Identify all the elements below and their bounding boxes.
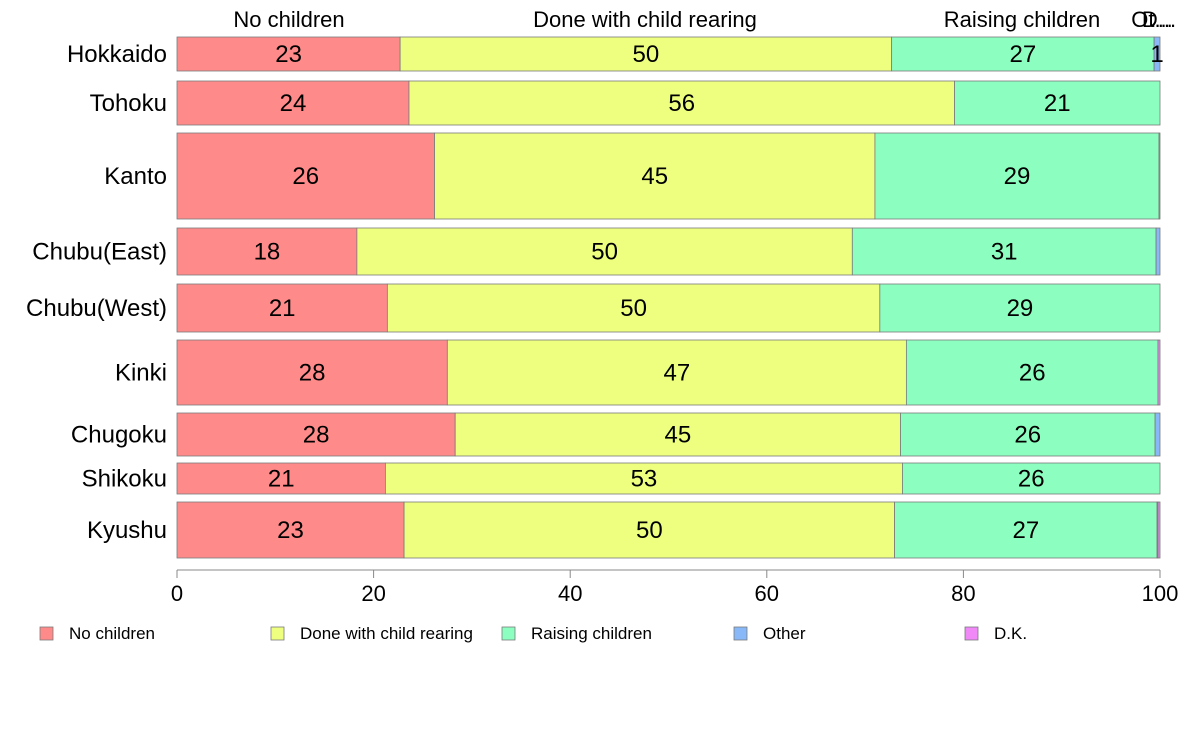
- data-label-chugoku-no-children: 28: [303, 422, 330, 449]
- legend-label-done-with-child-rearing: Done with child rearing: [300, 624, 473, 643]
- legend-swatch-other: [733, 626, 748, 641]
- category-label-kyushu: Kyushu: [87, 517, 167, 544]
- bar-chubu-west-raising-children: [879, 283, 1161, 333]
- bar-chugoku-no-children: [176, 412, 456, 457]
- data-label-kinki-no-children: 28: [299, 360, 326, 387]
- legend-swatch-d-k: [964, 626, 979, 641]
- bar-hokkaido-other: [1153, 36, 1161, 72]
- bar-shikoku-done-with-child-rearing: [384, 462, 903, 495]
- data-label-hokkaido-other: 1: [1150, 41, 1163, 68]
- bars-group: 23 50 27 1 24 56 21 26 45 29 18 50 31 21 50 29 28 47 26 28 4…: [176, 36, 1164, 559]
- data-label-kyushu-no-children: 23: [277, 517, 304, 544]
- data-label-shikoku-done-with-child-rearing: 53: [631, 466, 658, 493]
- bar-kinki-no-children: [176, 339, 448, 406]
- bar-hokkaido-raising-children: [891, 36, 1155, 72]
- data-label-chubu-east-no-children: 18: [254, 239, 281, 266]
- bar-kinki-d-k: [1157, 339, 1161, 406]
- bar-kyushu-raising-children: [894, 501, 1158, 559]
- bar-kyushu-d-k: [1157, 501, 1161, 559]
- category-label-chubu-west: Chubu(West): [26, 295, 167, 322]
- x-tick-label-60: 60: [755, 581, 779, 606]
- data-label-chubu-west-no-children: 21: [269, 295, 296, 322]
- top-label-2: Raising children: [944, 7, 1101, 32]
- data-label-chubu-west-raising-children: 29: [1007, 295, 1034, 322]
- x-axis: 0 20 40 60 80 100: [171, 569, 1179, 606]
- data-label-kanto-done-with-child-rearing: 45: [641, 163, 668, 190]
- data-label-chugoku-raising-children: 26: [1014, 422, 1041, 449]
- data-label-kanto-raising-children: 29: [1004, 163, 1031, 190]
- data-label-chubu-west-done-with-child-rearing: 50: [620, 295, 647, 322]
- x-tick-label-40: 40: [558, 581, 582, 606]
- bar-tohoku-done-with-child-rearing: [408, 80, 955, 126]
- bar-kyushu-done-with-child-rearing: [403, 501, 895, 559]
- bar-hokkaido-no-children: [176, 36, 401, 72]
- bar-kinki-done-with-child-rearing: [446, 339, 907, 406]
- category-label-chugoku: Chugoku: [71, 422, 167, 449]
- bar-hokkaido-done-with-child-rearing: [399, 36, 893, 72]
- legend-label-no-children: No children: [69, 624, 155, 643]
- data-label-hokkaido-no-children: 23: [275, 41, 302, 68]
- data-label-kyushu-raising-children: 27: [1012, 517, 1039, 544]
- x-tick-label-20: 20: [361, 581, 385, 606]
- legend-swatch-no-children: [39, 626, 54, 641]
- bar-kanto-other: [1158, 132, 1161, 220]
- category-label-shikoku: Shikoku: [82, 466, 167, 493]
- data-label-kinki-done-with-child-rearing: 47: [664, 360, 691, 387]
- data-label-tohoku-done-with-child-rearing: 56: [668, 90, 695, 117]
- bar-kyushu-no-children: [176, 501, 405, 559]
- bar-chubu-west-done-with-child-rearing: [386, 283, 881, 333]
- category-labels: Hokkaido Tohoku Kanto Chubu(East) Chubu(West…: [26, 41, 167, 544]
- data-label-chubu-east-done-with-child-rearing: 50: [591, 239, 618, 266]
- bar-shikoku-no-children: [176, 462, 386, 495]
- legend-label-raising-children: Raising children: [531, 624, 652, 643]
- bar-chubu-east-raising-children: [851, 227, 1157, 276]
- data-label-tohoku-no-children: 24: [280, 90, 307, 117]
- top-label-3: Ot...: [1131, 7, 1173, 32]
- data-label-chugoku-done-with-child-rearing: 45: [664, 422, 691, 449]
- category-label-hokkaido: Hokkaido: [67, 41, 167, 68]
- data-label-kanto-no-children: 26: [292, 163, 319, 190]
- segment-header-labels: No children Done with child rearing Raisin…: [233, 7, 1176, 32]
- legend-swatch-raising-children: [501, 626, 516, 641]
- legend-label-other: Other: [763, 624, 806, 643]
- top-label-0: No children: [233, 7, 344, 32]
- bar-shikoku-raising-children: [902, 462, 1161, 495]
- bar-tohoku-no-children: [176, 80, 410, 126]
- x-tick-label-80: 80: [951, 581, 975, 606]
- x-tick-label-100: 100: [1142, 581, 1179, 606]
- bar-chubu-east-done-with-child-rearing: [356, 227, 853, 276]
- data-label-kyushu-done-with-child-rearing: 50: [636, 517, 663, 544]
- top-label-1: Done with child rearing: [533, 7, 757, 32]
- legend-label-d-k: D.K.: [994, 624, 1027, 643]
- top-label-4: D...: [1142, 7, 1176, 32]
- data-label-chubu-east-raising-children: 31: [991, 239, 1018, 266]
- data-label-hokkaido-raising-children: 27: [1010, 41, 1037, 68]
- bar-chubu-east-no-children: [176, 227, 358, 276]
- data-label-tohoku-raising-children: 21: [1044, 90, 1071, 117]
- category-label-chubu-east: Chubu(East): [32, 239, 167, 266]
- data-label-shikoku-no-children: 21: [268, 466, 295, 493]
- x-tick-label-0: 0: [171, 581, 183, 606]
- bar-chugoku-done-with-child-rearing: [454, 412, 901, 457]
- category-label-kinki: Kinki: [115, 360, 167, 387]
- bar-tohoku-raising-children: [954, 80, 1161, 126]
- data-label-shikoku-raising-children: 26: [1018, 466, 1045, 493]
- bar-kanto-done-with-child-rearing: [434, 132, 876, 220]
- category-label-kanto: Kanto: [104, 163, 167, 190]
- bar-kinki-raising-children: [905, 339, 1159, 406]
- data-label-kinki-raising-children: 26: [1019, 360, 1046, 387]
- bar-kanto-no-children: [176, 132, 435, 220]
- legend: No children Done with child rearing Raisin…: [39, 624, 1027, 643]
- bar-chubu-east-other: [1155, 227, 1161, 276]
- category-label-tohoku: Tohoku: [90, 90, 167, 117]
- data-label-hokkaido-done-with-child-rearing: 50: [633, 41, 660, 68]
- bar-kanto-raising-children: [874, 132, 1160, 220]
- bar-chugoku-other: [1154, 412, 1161, 457]
- legend-swatch-done-with-child-rearing: [270, 626, 285, 641]
